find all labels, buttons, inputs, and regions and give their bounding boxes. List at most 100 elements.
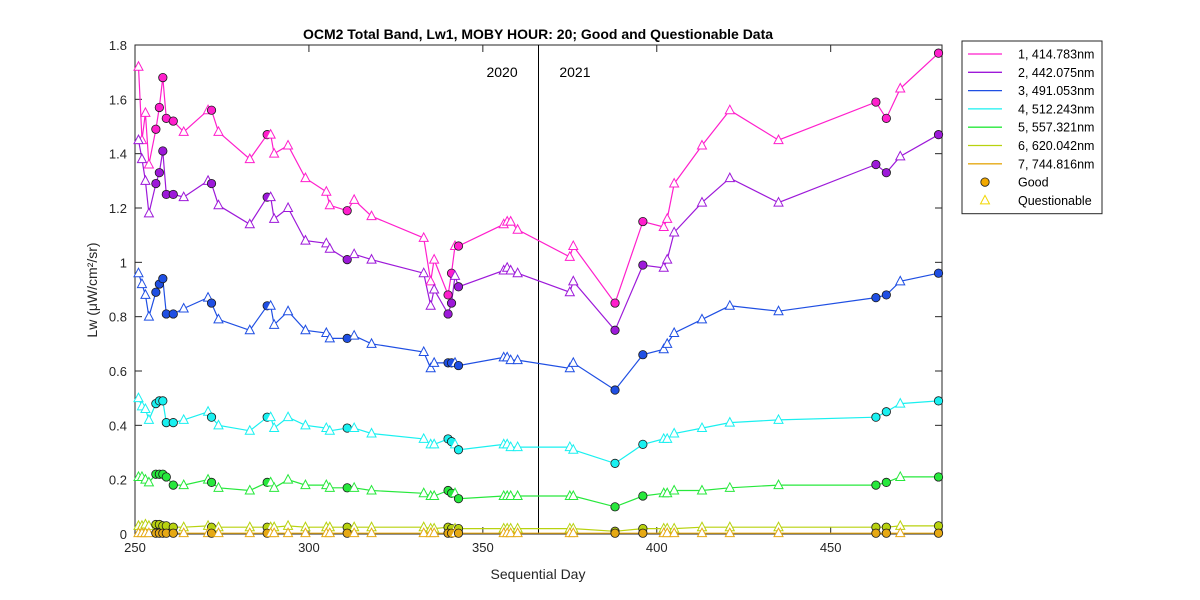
data-point-questionable: [894, 150, 906, 161]
data-point-questionable: [658, 261, 670, 272]
data-point-questionable: [140, 402, 151, 414]
data-point-questionable: [425, 362, 436, 373]
data-point-questionable: [348, 527, 360, 538]
data-point-questionable: [324, 199, 336, 210]
data-point-good: [206, 477, 217, 487]
data-point-good: [933, 396, 944, 406]
legend-label: 4, 512.243nm: [1018, 102, 1094, 116]
data-point-questionable: [348, 329, 360, 340]
data-point-good: [453, 282, 464, 292]
data-point-questionable: [428, 356, 440, 367]
data-point-questionable: [268, 212, 280, 223]
x-tick-label: 250: [124, 540, 146, 555]
data-point-good: [161, 472, 171, 482]
data-point-questionable: [724, 172, 736, 183]
data-point-questionable: [324, 527, 336, 538]
data-point-questionable: [178, 191, 190, 202]
data-point-questionable: [661, 432, 673, 443]
data-point-questionable: [668, 226, 680, 237]
data-point-questionable: [282, 527, 294, 538]
data-point-questionable: [366, 427, 377, 438]
data-point-good: [933, 48, 944, 58]
data-point-questionable: [428, 438, 440, 449]
data-point-good: [151, 124, 161, 134]
data-point-questionable: [213, 125, 224, 136]
data-point-questionable: [418, 432, 430, 443]
data-point-questionable: [366, 210, 377, 221]
data-point-questionable: [668, 326, 680, 337]
data-point-questionable: [505, 215, 517, 226]
data-point-good: [881, 477, 891, 487]
data-point-questionable: [658, 220, 670, 232]
data-point-questionable: [324, 424, 336, 435]
data-point-questionable: [348, 421, 360, 433]
data-point-questionable: [143, 158, 155, 169]
y-tick-label: 0.8: [109, 310, 127, 325]
data-point-questionable: [773, 134, 784, 145]
data-point-good: [933, 130, 944, 140]
data-point-questionable: [324, 242, 336, 253]
data-point-questionable: [140, 288, 151, 299]
data-point-questionable: [244, 324, 256, 335]
data-point-questionable: [418, 345, 430, 356]
data-point-questionable: [564, 362, 576, 373]
data-point-good: [158, 73, 168, 83]
legend-label: 2, 442.075nm: [1018, 66, 1094, 80]
data-point-questionable: [773, 305, 784, 316]
data-point-questionable: [696, 313, 708, 324]
data-point-questionable: [133, 392, 144, 403]
data-point-questionable: [724, 481, 736, 492]
data-point-good: [453, 445, 464, 455]
data-point-questionable: [133, 60, 144, 71]
data-point-good: [446, 298, 457, 308]
data-point-questionable: [143, 207, 155, 218]
data-point-questionable: [213, 527, 224, 538]
data-point-good: [206, 105, 217, 115]
data-point-questionable: [696, 484, 708, 495]
data-point-good: [881, 168, 891, 178]
data-point-questionable: [348, 248, 360, 259]
data-point-questionable: [567, 443, 579, 454]
data-point-good: [168, 116, 178, 126]
data-point-good: [881, 528, 891, 538]
data-point-good: [871, 293, 881, 303]
year-annotation: 2020: [486, 64, 517, 80]
legend-label: 1, 414.783nm: [1018, 48, 1094, 62]
data-point-questionable: [668, 177, 680, 188]
data-point-questionable: [320, 237, 332, 248]
data-point-questionable: [418, 487, 430, 498]
data-point-questionable: [265, 476, 276, 487]
data-point-questionable: [505, 354, 517, 365]
data-point-questionable: [567, 489, 579, 500]
data-point-questionable: [773, 527, 784, 538]
data-point-questionable: [282, 411, 294, 422]
chart-title: OCM2 Total Band, Lw1, MOBY HOUR: 20; Goo…: [303, 26, 773, 42]
data-point-questionable: [773, 196, 784, 207]
data-point-questionable: [564, 286, 576, 297]
y-tick-label: 1.8: [109, 38, 127, 53]
data-point-questionable: [449, 269, 461, 280]
data-point-questionable: [724, 527, 736, 538]
data-point-questionable: [244, 153, 256, 164]
data-point-questionable: [894, 527, 906, 538]
data-point-questionable: [661, 253, 673, 264]
data-point-good: [342, 206, 352, 216]
data-point-good: [168, 309, 178, 319]
data-point-good: [206, 178, 217, 189]
data-point-questionable: [366, 527, 377, 538]
data-point-questionable: [567, 239, 579, 251]
legend-label: Good: [1018, 176, 1049, 190]
data-point-questionable: [282, 139, 294, 150]
data-point-questionable: [178, 527, 190, 538]
data-point-good: [881, 290, 891, 300]
x-tick-label: 400: [646, 540, 668, 555]
data-point-good: [151, 287, 161, 297]
data-point-questionable: [244, 527, 256, 538]
data-point-questionable: [268, 421, 280, 433]
y-axis-label: Lw (μW/cm²/sr): [84, 242, 100, 337]
data-point-good: [933, 472, 944, 482]
data-point-questionable: [244, 424, 256, 435]
legend-label: Questionable: [1018, 194, 1092, 208]
data-point-questionable: [894, 275, 906, 286]
